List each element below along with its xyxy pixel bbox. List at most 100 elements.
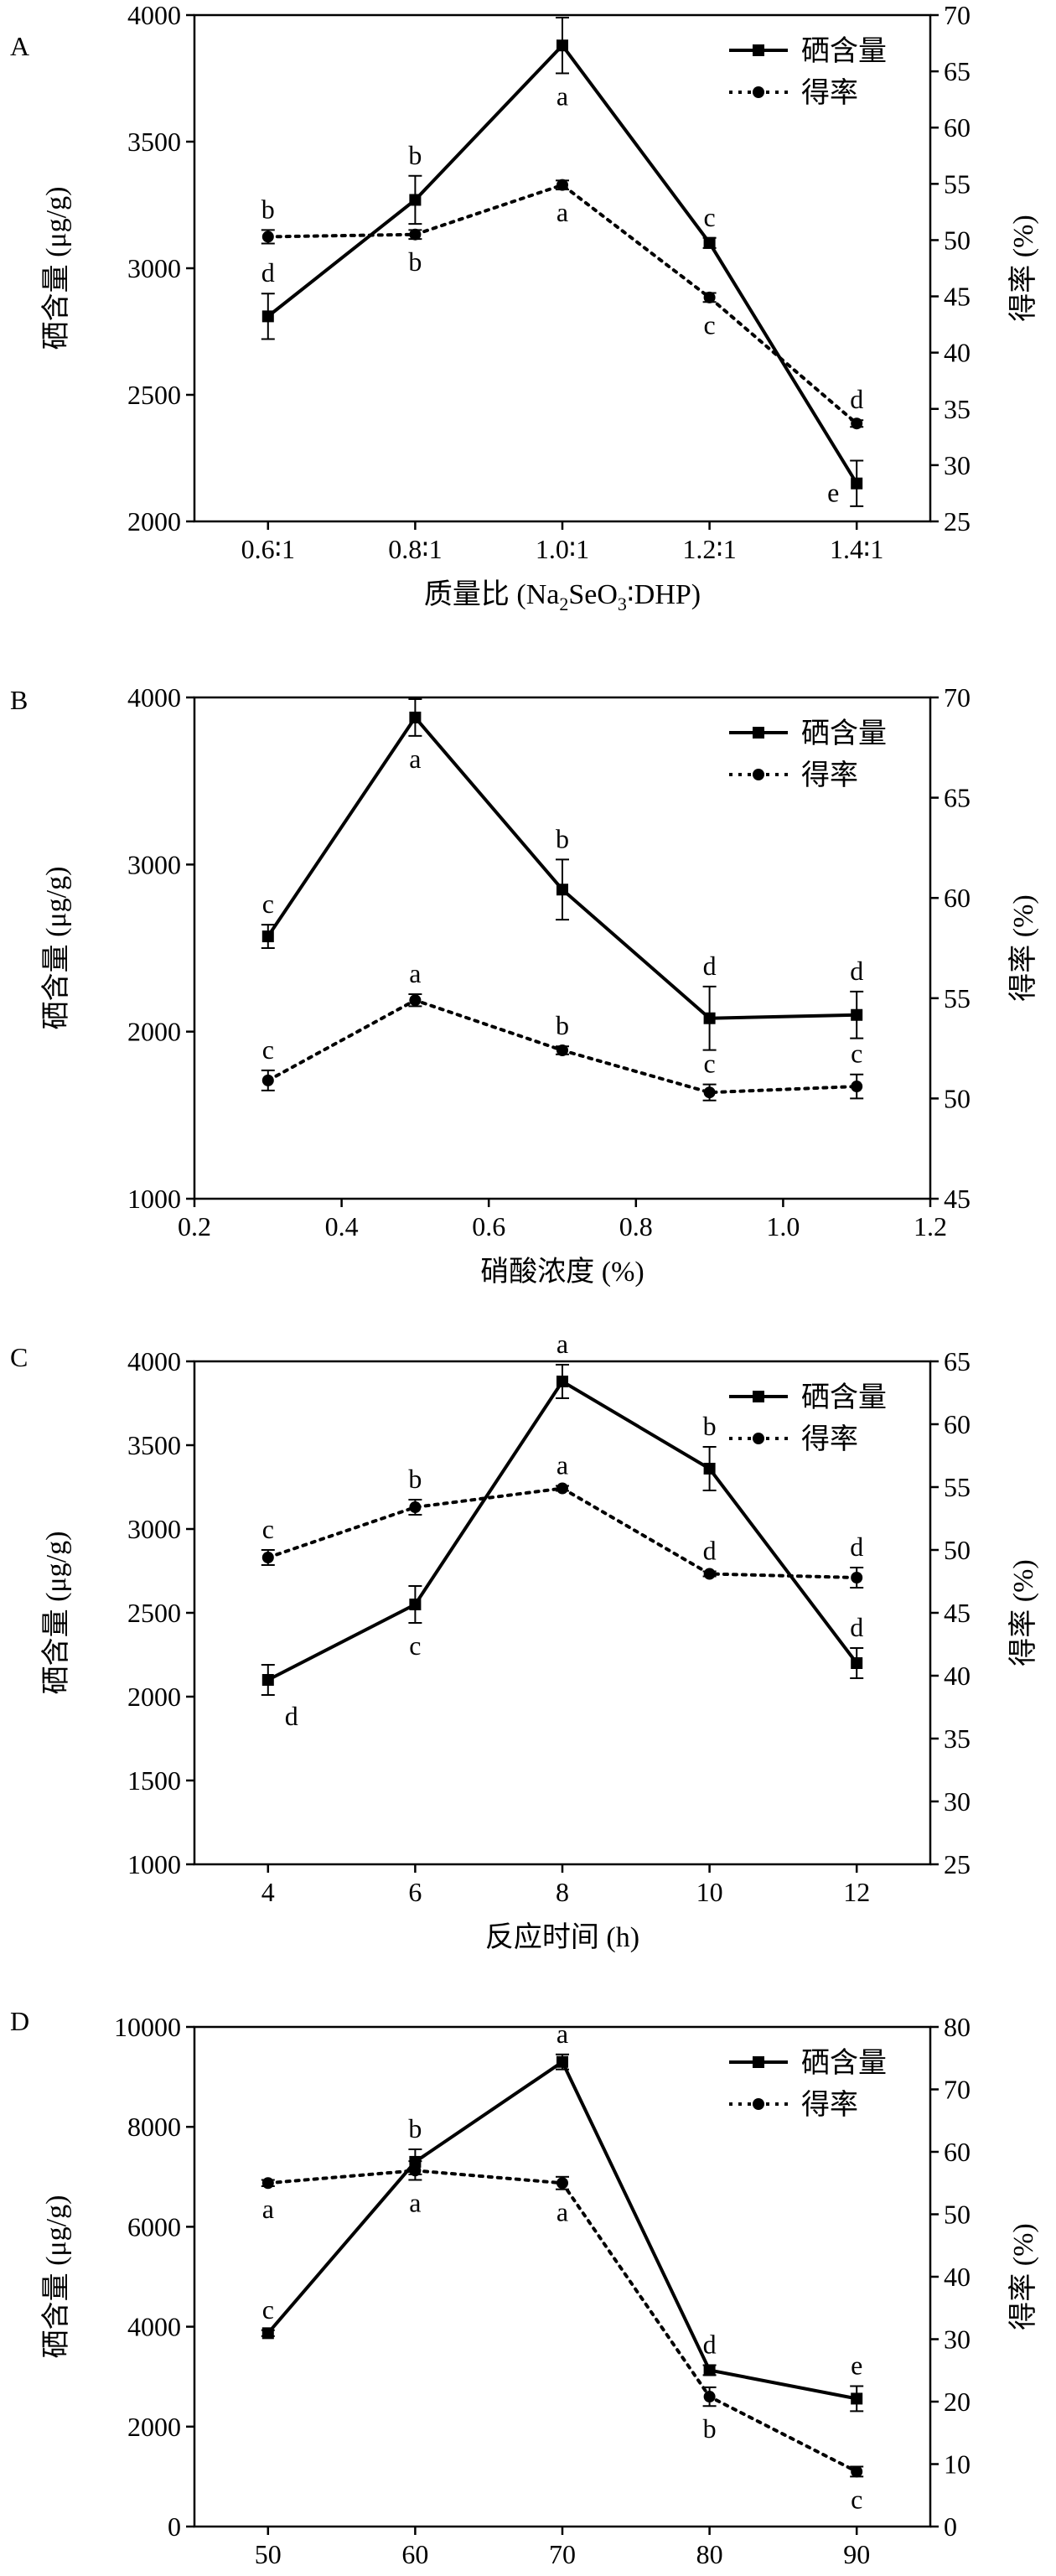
y-tick-label: 10000 bbox=[114, 2012, 181, 2042]
panel-label: B bbox=[10, 685, 28, 715]
significance-letter: a bbox=[409, 2188, 421, 2218]
y2-tick-label: 65 bbox=[944, 783, 971, 813]
y2-tick-label: 25 bbox=[944, 1849, 971, 1879]
y-tick-label: 6000 bbox=[127, 2211, 181, 2242]
significance-letter: c bbox=[409, 1630, 421, 1661]
y2-tick-label: 25 bbox=[944, 506, 971, 536]
x-tick-label: 0.6 bbox=[472, 1211, 505, 1241]
x-axis-title: 硝酸浓度 (%) bbox=[480, 1256, 644, 1288]
chart-panel-c: C 4 6 8 10 12 1000 1500 2000 2500 3000 3500 4000 25 30… bbox=[10, 1329, 1039, 1953]
y2-tick-label: 50 bbox=[944, 1535, 971, 1565]
y2-tick-label: 55 bbox=[944, 1472, 971, 1502]
data-point bbox=[851, 2465, 863, 2478]
y2-tick-label: 0 bbox=[944, 2511, 957, 2542]
data-point bbox=[409, 2164, 422, 2177]
x-tick-label: 70 bbox=[549, 2539, 576, 2569]
legend-label: 得率 bbox=[801, 77, 858, 109]
significance-letter: d bbox=[850, 956, 863, 986]
data-point bbox=[703, 291, 716, 303]
y-tick-label: 1000 bbox=[127, 1849, 181, 1879]
significance-letter: c bbox=[262, 1034, 274, 1065]
data-point bbox=[703, 236, 716, 249]
significance-letter: d bbox=[285, 1701, 298, 1731]
y-tick-label: 2500 bbox=[127, 1598, 181, 1628]
chart-panel-a: A0.6∶1 0.8∶1 1.0∶1 1.2∶1 1.4∶120002500300035… bbox=[10, 0, 1039, 614]
data-point bbox=[851, 477, 863, 490]
significance-letter: c bbox=[703, 309, 715, 339]
y2-tick-label: 45 bbox=[944, 282, 971, 312]
legend-marker bbox=[753, 727, 764, 739]
data-point bbox=[703, 2364, 716, 2376]
significance-letter: a bbox=[556, 2019, 568, 2049]
y-tick-label: 3000 bbox=[127, 1514, 181, 1544]
data-point bbox=[261, 310, 274, 323]
y2-tick-label: 55 bbox=[944, 983, 971, 1013]
x-tick-label: 0.2 bbox=[178, 1211, 211, 1241]
data-point bbox=[261, 930, 274, 943]
x-tick-label: 6 bbox=[408, 1877, 422, 1907]
y2-axis-title: 得率 (%) bbox=[1007, 2223, 1039, 2330]
data-point bbox=[409, 994, 422, 1007]
significance-letter: b bbox=[408, 140, 422, 170]
y2-tick-label: 60 bbox=[944, 112, 971, 143]
significance-letter: b bbox=[408, 1464, 422, 1494]
y2-tick-label: 50 bbox=[944, 2200, 971, 2230]
y2-tick-label: 35 bbox=[944, 1723, 971, 1754]
data-point bbox=[556, 179, 568, 191]
significance-letter: a bbox=[556, 80, 568, 111]
y-axis-title: 硒含量 (μg/g) bbox=[40, 1532, 72, 1695]
x-tick-label: 1.2 bbox=[914, 1211, 947, 1241]
panel-label: C bbox=[10, 1342, 28, 1372]
x-axis-title-part: 质量比 (Na bbox=[424, 579, 559, 610]
legend-marker bbox=[753, 2056, 764, 2068]
x-tick-label: 0.6∶1 bbox=[241, 534, 295, 564]
series-yield: b b a c d bbox=[261, 179, 863, 430]
significance-letter: c bbox=[703, 202, 715, 232]
significance-letter: e bbox=[851, 2351, 862, 2381]
y2-tick-label: 70 bbox=[944, 2075, 971, 2105]
y2-tick-label: 10 bbox=[944, 2449, 971, 2480]
significance-letter: c bbox=[851, 2484, 862, 2514]
data-point bbox=[703, 1012, 716, 1024]
y-tick-label: 0 bbox=[168, 2511, 181, 2542]
x-tick-label: 8 bbox=[556, 1877, 569, 1907]
y-tick-label: 4000 bbox=[127, 2312, 181, 2342]
significance-letter: b bbox=[556, 1010, 569, 1040]
y2-tick-label: 40 bbox=[944, 1661, 971, 1691]
y2-axis-title: 得率 (%) bbox=[1007, 215, 1039, 321]
y2-tick-label: 50 bbox=[944, 225, 971, 255]
data-point bbox=[409, 194, 422, 206]
y2-tick-label: 60 bbox=[944, 2137, 971, 2167]
data-point bbox=[261, 2327, 274, 2340]
x-tick-label: 1.4∶1 bbox=[830, 534, 883, 564]
y2-tick-label: 45 bbox=[944, 1598, 971, 1628]
y2-axis-title: 得率 (%) bbox=[1007, 1559, 1039, 1666]
y2-tick-label: 40 bbox=[944, 338, 971, 368]
series-selenium-content: c b a d e bbox=[261, 2019, 864, 2413]
data-point bbox=[261, 1552, 274, 1563]
y-tick-label: 2000 bbox=[127, 2412, 181, 2442]
panel-label: A bbox=[10, 31, 29, 61]
legend-label: 得率 bbox=[801, 759, 858, 791]
x-tick-label: 12 bbox=[843, 1877, 870, 1907]
data-point bbox=[556, 2055, 568, 2068]
data-point bbox=[261, 1074, 274, 1086]
significance-letter: c bbox=[262, 889, 274, 919]
series-line bbox=[266, 2059, 859, 2401]
y2-tick-label: 30 bbox=[944, 2325, 971, 2355]
significance-letter: d bbox=[261, 257, 275, 288]
y2-tick-label: 30 bbox=[944, 1786, 971, 1817]
x-tick-label: 0.8 bbox=[619, 1211, 653, 1241]
legend-marker bbox=[753, 86, 764, 98]
legend-marker bbox=[753, 2098, 764, 2110]
significance-letter: a bbox=[409, 744, 421, 774]
x-axis-title-part: 2 bbox=[559, 593, 568, 614]
y2-axis-title: 得率 (%) bbox=[1007, 894, 1039, 1001]
data-point bbox=[703, 2391, 716, 2403]
y2-tick-label: 35 bbox=[944, 394, 971, 424]
y-tick-label: 2500 bbox=[127, 380, 181, 410]
data-point bbox=[409, 1501, 422, 1513]
y2-tick-label: 60 bbox=[944, 1409, 971, 1439]
